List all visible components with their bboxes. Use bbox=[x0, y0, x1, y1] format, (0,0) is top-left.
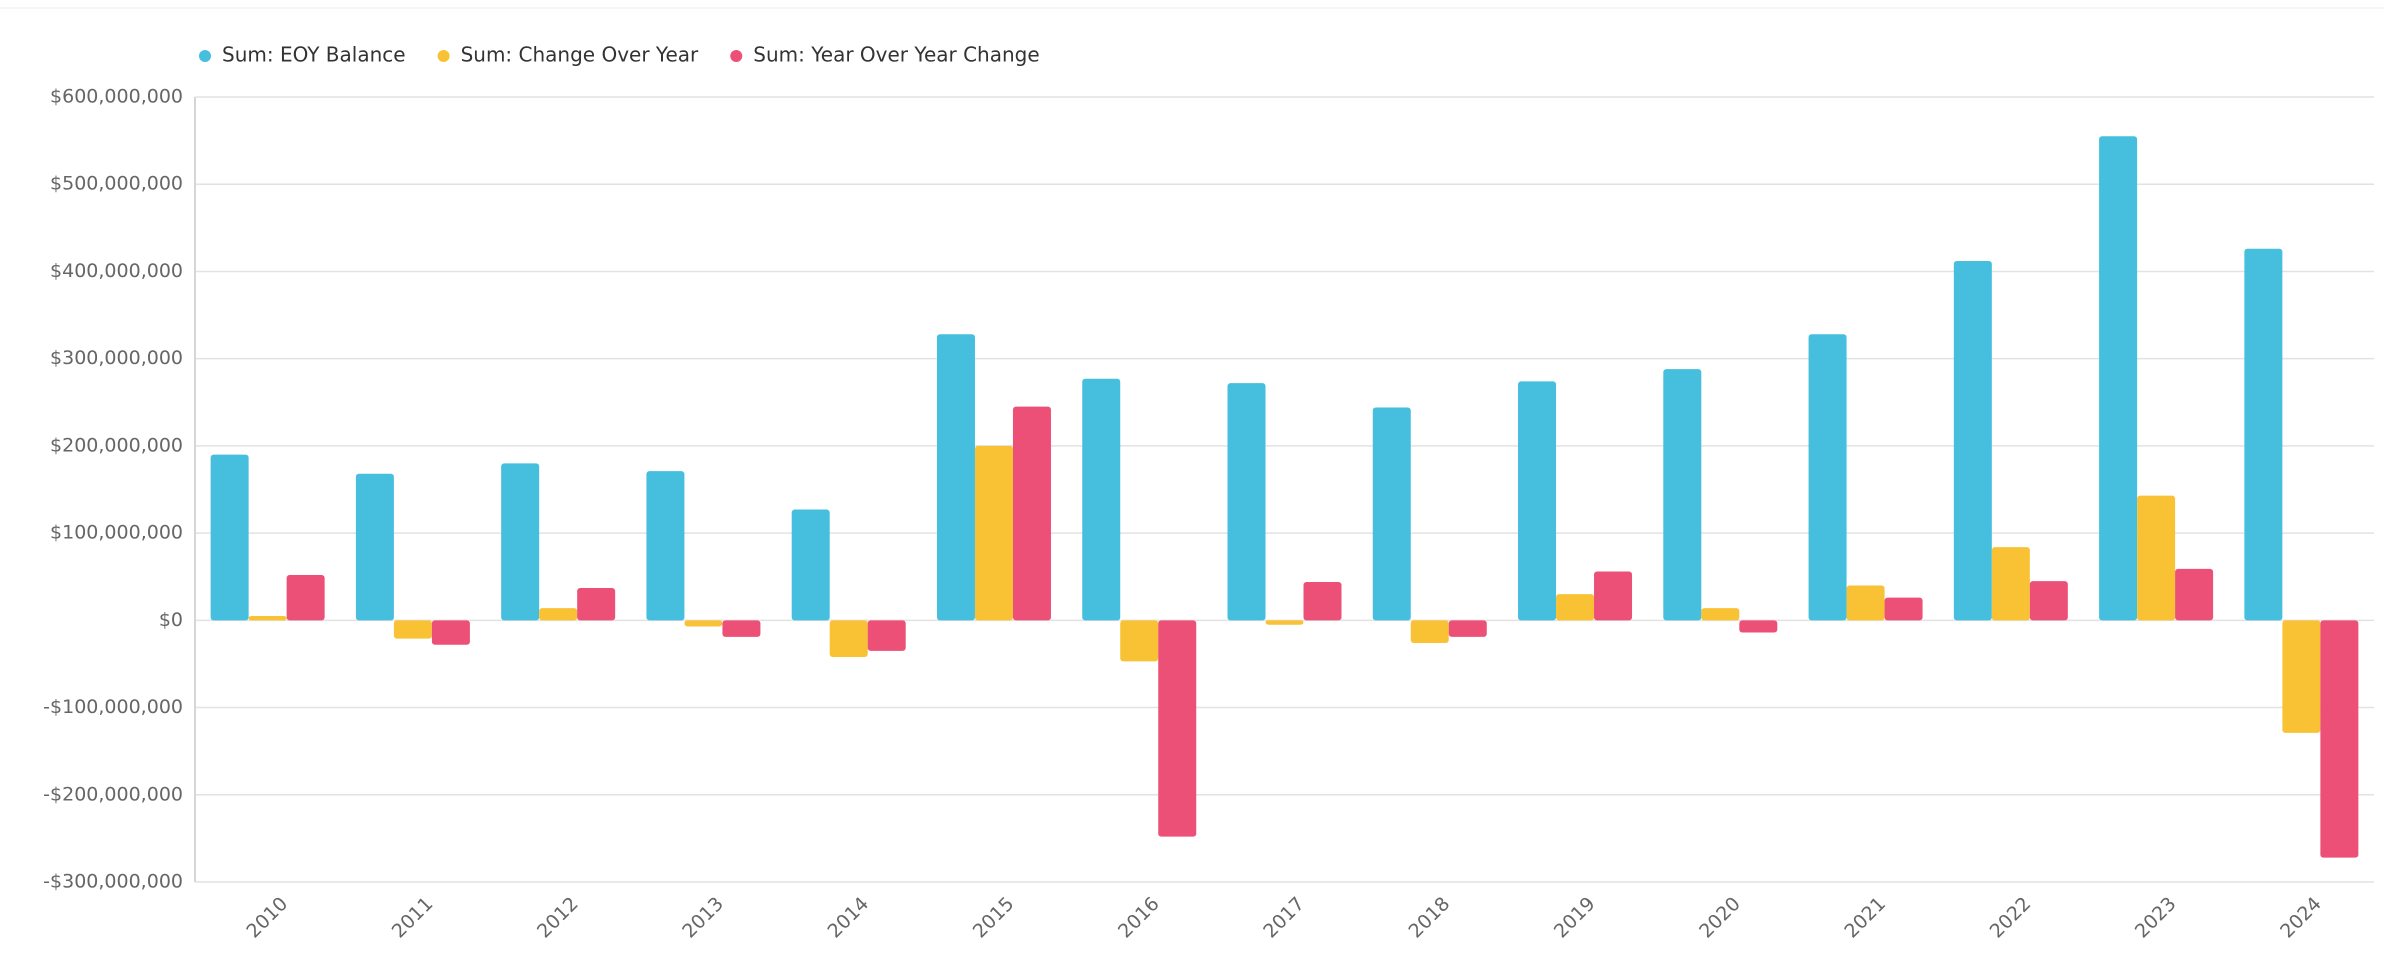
legend-marker bbox=[437, 50, 450, 62]
legend-marker bbox=[199, 50, 211, 62]
bar bbox=[684, 620, 723, 627]
y-tick-label: $400,000,000 bbox=[50, 260, 183, 282]
bar bbox=[722, 620, 761, 637]
bar bbox=[1158, 620, 1197, 837]
bar bbox=[2029, 581, 2068, 621]
bar bbox=[1120, 620, 1159, 662]
bar bbox=[501, 463, 540, 621]
x-tick-label: 2020 bbox=[1695, 893, 1745, 943]
bar bbox=[2244, 248, 2283, 621]
bar bbox=[829, 620, 868, 657]
bar bbox=[646, 471, 685, 621]
y-tick-label: $300,000,000 bbox=[50, 347, 183, 369]
x-tick-label: 2019 bbox=[1550, 893, 1600, 943]
x-tick-label: 2022 bbox=[1986, 893, 2036, 943]
bar bbox=[286, 574, 325, 621]
bar bbox=[1556, 594, 1595, 621]
bar bbox=[1518, 381, 1557, 621]
bar bbox=[1448, 620, 1487, 637]
y-tick-label: $100,000,000 bbox=[50, 522, 183, 544]
bar bbox=[431, 620, 470, 645]
x-tick-label: 2011 bbox=[388, 893, 438, 943]
bar bbox=[393, 620, 432, 639]
bar bbox=[248, 615, 287, 621]
bar bbox=[1663, 369, 1702, 621]
bar bbox=[1739, 620, 1778, 633]
bar bbox=[1701, 608, 1740, 621]
bar bbox=[1303, 581, 1342, 621]
x-tick-label: 2013 bbox=[678, 893, 728, 943]
x-tick-label: 2023 bbox=[2131, 893, 2181, 943]
bar bbox=[1808, 334, 1847, 621]
x-tick-label: 2021 bbox=[1840, 893, 1890, 943]
x-tick-label: 2018 bbox=[1405, 893, 1455, 943]
bar bbox=[1846, 585, 1885, 621]
bar bbox=[1991, 547, 2030, 621]
y-tick-label: $600,000,000 bbox=[50, 86, 183, 108]
bar bbox=[2137, 495, 2176, 621]
legend-label: Sum: EOY Balance bbox=[222, 43, 406, 67]
legend-marker bbox=[730, 50, 743, 62]
x-tick-label: 2010 bbox=[242, 893, 292, 943]
bar bbox=[1884, 597, 1923, 621]
x-tick-label: 2016 bbox=[1114, 893, 1164, 943]
legend-label: Sum: Year Over Year Change bbox=[753, 43, 1039, 67]
bar bbox=[1082, 378, 1121, 621]
y-tick-label: -$300,000,000 bbox=[43, 871, 183, 893]
y-tick-label: -$100,000,000 bbox=[43, 696, 183, 718]
bar bbox=[210, 454, 249, 621]
y-tick-label: $500,000,000 bbox=[50, 173, 183, 195]
y-tick-label: $0 bbox=[159, 609, 183, 631]
bar bbox=[2282, 620, 2321, 733]
x-tick-label: 2024 bbox=[2276, 893, 2326, 943]
bar bbox=[936, 334, 975, 621]
x-tick-label: 2015 bbox=[969, 893, 1019, 943]
bar bbox=[2320, 620, 2359, 858]
bar bbox=[1372, 407, 1411, 621]
legend-label: Sum: Change Over Year bbox=[461, 43, 699, 67]
y-tick-label: -$200,000,000 bbox=[43, 783, 183, 805]
bar bbox=[2175, 568, 2214, 621]
bar bbox=[355, 473, 394, 621]
bar bbox=[577, 588, 616, 621]
bar bbox=[1227, 383, 1266, 621]
bar bbox=[539, 608, 578, 621]
bar bbox=[974, 445, 1013, 621]
x-tick-label: 2017 bbox=[1259, 893, 1309, 943]
bar bbox=[1594, 571, 1633, 621]
bar bbox=[867, 620, 906, 651]
bar bbox=[1265, 620, 1304, 625]
y-tick-label: $200,000,000 bbox=[50, 434, 183, 456]
bar bbox=[791, 509, 830, 621]
bar bbox=[1012, 406, 1051, 621]
bar bbox=[2099, 136, 2138, 621]
x-tick-label: 2012 bbox=[533, 893, 583, 943]
bar bbox=[1410, 620, 1449, 644]
x-tick-label: 2014 bbox=[823, 893, 873, 943]
bar bbox=[1953, 260, 1992, 621]
